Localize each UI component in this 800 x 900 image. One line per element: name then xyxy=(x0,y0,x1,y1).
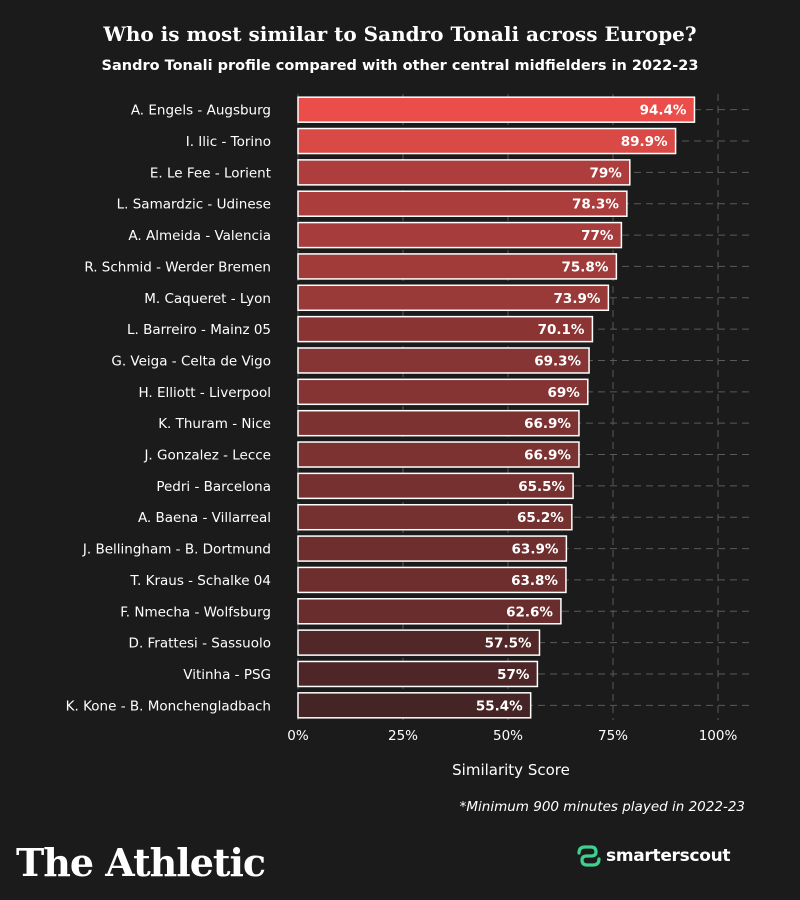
category-label: K. Kone - B. Monchengladbach xyxy=(66,698,271,714)
value-label: 57% xyxy=(497,667,530,683)
x-tick-label: 25% xyxy=(388,728,418,744)
bar-19 xyxy=(297,660,539,688)
value-label: 66.9% xyxy=(524,416,571,432)
category-label: Vitinha - PSG xyxy=(183,667,271,683)
value-label: 62.6% xyxy=(506,604,553,620)
value-label: 77% xyxy=(581,228,614,244)
category-label: M. Caqueret - Lyon xyxy=(144,291,271,307)
bar-5 xyxy=(297,221,623,249)
value-label: 65.5% xyxy=(518,479,565,495)
bar-10 xyxy=(297,378,589,406)
value-label: 79% xyxy=(589,165,622,181)
value-label: 66.9% xyxy=(524,448,571,464)
chart-title: Who is most similar to Sandro Tonali acr… xyxy=(103,22,697,46)
value-label: 89.9% xyxy=(621,134,668,150)
smarterscout-icon xyxy=(577,845,601,867)
bar-7 xyxy=(297,284,610,312)
bar-chart: A. Engels - Augsburg 94.4% I. Ilic - Torin… xyxy=(66,94,750,779)
category-label: A. Baena - Villarreal xyxy=(138,510,271,526)
x-tick-label: 100% xyxy=(699,728,738,744)
category-label: Pedri - Barcelona xyxy=(156,479,271,495)
footnote: *Minimum 900 minutes played in 2022-23 xyxy=(459,799,745,815)
x-tick-label: 50% xyxy=(493,728,523,744)
bar-6 xyxy=(297,253,618,280)
category-label: D. Frattesi - Sassuolo xyxy=(129,636,271,652)
value-label: 69% xyxy=(547,385,580,401)
category-label: L. Samardzic - Udinese xyxy=(117,197,271,213)
value-label: 63.9% xyxy=(512,542,559,558)
bar-18 xyxy=(297,629,541,656)
bar-11 xyxy=(297,409,580,437)
x-tick-label: 75% xyxy=(598,728,628,744)
bar-4 xyxy=(297,190,628,217)
category-label: A. Engels - Augsburg xyxy=(131,103,271,119)
bar-14 xyxy=(297,503,573,531)
chart-subtitle: Sandro Tonali profile compared with othe… xyxy=(101,58,699,74)
category-label: J. Gonzalez - Lecce xyxy=(143,448,271,464)
category-label: R. Schmid - Werder Bremen xyxy=(84,259,271,275)
bar-12 xyxy=(297,441,580,468)
bar-16 xyxy=(297,566,567,594)
category-label: F. Nmecha - Wolfsburg xyxy=(120,604,271,620)
value-label: 63.8% xyxy=(511,573,558,589)
category-label: H. Elliott - Liverpool xyxy=(138,385,271,401)
bar-3 xyxy=(297,159,631,186)
bar-20 xyxy=(297,692,532,719)
bar-9 xyxy=(297,347,590,374)
bar-15 xyxy=(297,535,568,562)
category-label: J. Bellingham - B. Dortmund xyxy=(82,542,271,558)
the-athletic-logo: The Athletic xyxy=(16,840,266,885)
category-label: L. Barreiro - Mainz 05 xyxy=(127,322,271,338)
category-label: A. Almeida - Valencia xyxy=(128,228,271,244)
category-label: G. Veiga - Celta de Vigo xyxy=(111,353,271,369)
value-label: 65.2% xyxy=(517,510,564,526)
category-label: E. Le Fee - Lorient xyxy=(150,165,271,181)
value-label: 73.9% xyxy=(554,291,601,307)
bar-17 xyxy=(297,598,562,625)
value-label: 69.3% xyxy=(534,353,581,369)
value-label: 75.8% xyxy=(562,259,609,275)
value-label: 57.5% xyxy=(485,636,532,652)
bar-8 xyxy=(297,315,594,343)
smarterscout-wordmark: smarterscout xyxy=(606,846,731,866)
value-label: 78.3% xyxy=(572,197,619,213)
value-label: 94.4% xyxy=(640,103,687,119)
smarterscout-logo: smarterscout xyxy=(576,843,731,869)
category-label: T. Kraus - Schalke 04 xyxy=(129,573,271,589)
category-label: I. Ilic - Torino xyxy=(186,134,271,150)
bar-1 xyxy=(297,96,696,123)
category-label: K. Thuram - Nice xyxy=(158,416,271,432)
x-axis-title: Similarity Score xyxy=(452,761,570,779)
value-label: 55.4% xyxy=(476,698,523,714)
x-tick-label: 0% xyxy=(287,728,309,744)
bar-2 xyxy=(297,127,677,155)
bar-13 xyxy=(297,472,574,500)
value-label: 70.1% xyxy=(538,322,585,338)
